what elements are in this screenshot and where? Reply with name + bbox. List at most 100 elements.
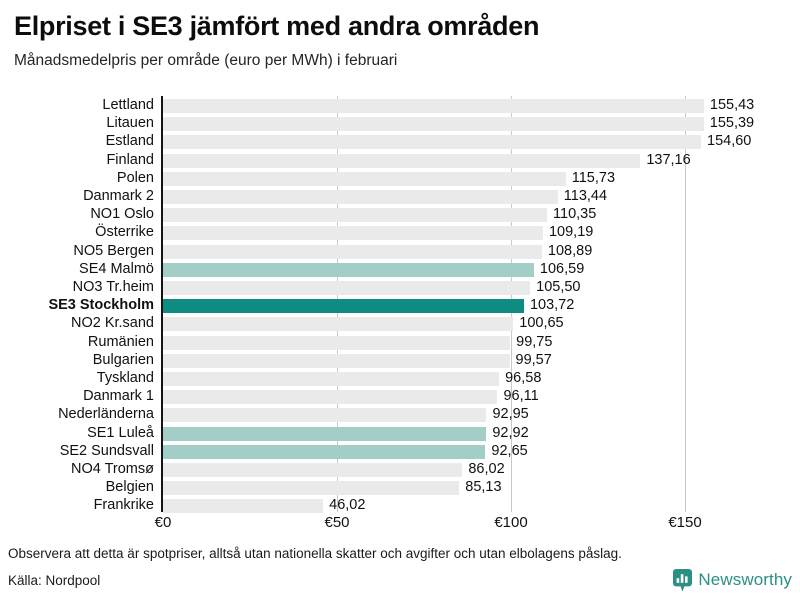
bar-value-label: 110,35 (553, 206, 597, 223)
bar[interactable] (163, 408, 487, 423)
bar[interactable] (163, 299, 524, 314)
bar-value-label: 99,57 (515, 351, 552, 368)
bar-value-label: 46,02 (329, 497, 366, 514)
bar-value-label: 100,65 (519, 315, 564, 332)
bar-row[interactable]: NO3 Tr.heim 105,50 (0, 279, 800, 297)
bar-row[interactable]: Frankrike 46,02 (0, 497, 800, 515)
bar-row[interactable]: Tyskland 96,58 (0, 370, 800, 388)
bar-category-label: NO5 Bergen (73, 242, 154, 259)
bar-category-label: NO3 Tr.heim (72, 279, 154, 295)
bar[interactable] (163, 335, 511, 350)
bar-row[interactable]: Lettland 155,43 (0, 97, 800, 115)
bar-value-label: 137,16 (646, 151, 691, 168)
bar-value-label: 105,50 (536, 279, 581, 295)
bar-category-label: NO2 Kr.sand (70, 315, 154, 332)
footer-note: Observera att detta är spotpriser, allts… (8, 546, 622, 561)
bar-category-label: Frankrike (93, 497, 154, 514)
chart-header: Elpriset i SE3 jämfört med andra områden… (14, 0, 786, 71)
bar[interactable] (163, 226, 543, 241)
newsworthy-bar-chart-pin-icon (673, 568, 693, 592)
bar-value-label: 109,19 (548, 224, 594, 241)
bar[interactable] (163, 244, 542, 259)
bar-value-label: 154,60 (707, 133, 752, 150)
bar-category-label: Danmark 2 (83, 188, 154, 204)
bar-row[interactable]: SE2 Sundsvall 92,65 (0, 443, 800, 461)
bar-row[interactable]: Danmark 1 96,11 (0, 388, 800, 406)
bar-category-label: Polen (116, 169, 154, 186)
bar-value-label: 86,02 (468, 461, 505, 477)
bar-category-label: Rumänien (87, 333, 154, 350)
bar[interactable] (163, 281, 531, 295)
bar-category-label: NO1 Oslo (90, 206, 154, 223)
bar-category-label: SE1 Luleå (87, 424, 154, 441)
bar-value-label: 113,44 (563, 188, 608, 204)
bar[interactable] (163, 135, 701, 150)
bar[interactable] (163, 171, 566, 186)
bar[interactable] (163, 99, 704, 113)
bar-row[interactable]: Belgien 85,13 (0, 479, 800, 497)
bar-value-label: 106,59 (539, 260, 585, 277)
bar-category-label: Estland (105, 133, 154, 150)
bar-chart-plot: Lettland 155,43 Litauen 155,39 Estland 154,60… (0, 96, 800, 531)
bar-row[interactable]: Bulgarien 99,57 (0, 352, 800, 370)
bar[interactable] (163, 372, 500, 386)
bar[interactable] (163, 117, 704, 132)
bar[interactable] (163, 426, 487, 441)
bar[interactable] (163, 262, 534, 277)
chart-subtitle: Månadsmedelpris per område (euro per MWh… (14, 52, 398, 69)
bar[interactable] (163, 499, 324, 514)
bar[interactable] (163, 208, 548, 223)
brand-name-label: Newsworthy (698, 570, 792, 589)
footer-source: Källa: Nordpool (8, 573, 101, 588)
bar-category-label: Österrike (95, 224, 154, 241)
bar-value-label: 99,75 (516, 333, 553, 350)
bar-row[interactable]: Finland 137,16 (0, 152, 800, 170)
bar-category-label: Finland (106, 151, 154, 168)
bar-category-label: Danmark 1 (83, 388, 154, 405)
bar-row[interactable]: NO4 Tromsø 86,02 (0, 461, 800, 479)
bar-value-label: 92,92 (492, 424, 529, 441)
bar-row[interactable]: Österrike 109,19 (0, 224, 800, 242)
bar-row[interactable]: Polen 115,73 (0, 170, 800, 188)
bar-row[interactable]: SE1 Luleå 92,92 (0, 425, 800, 443)
bar-row[interactable]: Estland 154,60 (0, 133, 800, 151)
newsworthy-logo[interactable]: Newsworthy (673, 568, 792, 592)
bar-category-label: SE3 Stockholm (48, 297, 154, 314)
bar-value-label: 85,13 (465, 479, 502, 496)
bar-value-label: 92,65 (491, 442, 528, 459)
bar-row[interactable]: NO2 Kr.sand 100,65 (0, 315, 800, 333)
bar-row[interactable]: NO1 Oslo 110,35 (0, 206, 800, 224)
bar-value-label: 155,43 (709, 97, 755, 113)
bar-row[interactable]: Rumänien 99,75 (0, 334, 800, 352)
bar[interactable] (163, 317, 514, 332)
bar-category-label: Litauen (106, 115, 154, 132)
bar[interactable] (163, 390, 498, 405)
bar-row[interactable]: Danmark 2 113,44 (0, 188, 800, 206)
zero-axis-line (161, 96, 163, 512)
bar-category-label: Belgien (105, 479, 154, 496)
bar[interactable] (163, 190, 558, 204)
x-tick-label: €100 (494, 514, 528, 531)
x-tick-label: €50 (324, 514, 350, 531)
bar-value-label: 103,72 (529, 297, 575, 314)
bar[interactable] (163, 153, 641, 168)
chart-footer: Observera att detta är spotpriser, allts… (0, 540, 800, 600)
bar-row[interactable]: Litauen 155,39 (0, 115, 800, 133)
bar[interactable] (163, 463, 463, 477)
footer-divider (0, 540, 800, 541)
bar-row[interactable]: SE4 Malmö 106,59 (0, 261, 800, 279)
bar-category-label: NO4 Tromsø (71, 461, 154, 477)
bar-category-label: Lettland (102, 97, 154, 113)
bar-value-label: 96,11 (503, 388, 539, 405)
bar-value-label: 92,95 (492, 406, 529, 423)
bar[interactable] (163, 444, 486, 459)
bar-row[interactable]: NO5 Bergen 108,89 (0, 243, 800, 261)
bar-row[interactable]: SE3 Stockholm 103,72 (0, 297, 800, 315)
page-title: Elpriset i SE3 jämfört med andra områden (14, 11, 540, 41)
bar[interactable] (163, 481, 460, 496)
bar[interactable] (163, 353, 510, 368)
bar-category-label: Nederländerna (58, 406, 154, 423)
bar-row[interactable]: Nederländerna 92,95 (0, 406, 800, 424)
x-tick-label: €0 (154, 514, 172, 531)
bar-category-label: SE4 Malmö (79, 260, 154, 277)
